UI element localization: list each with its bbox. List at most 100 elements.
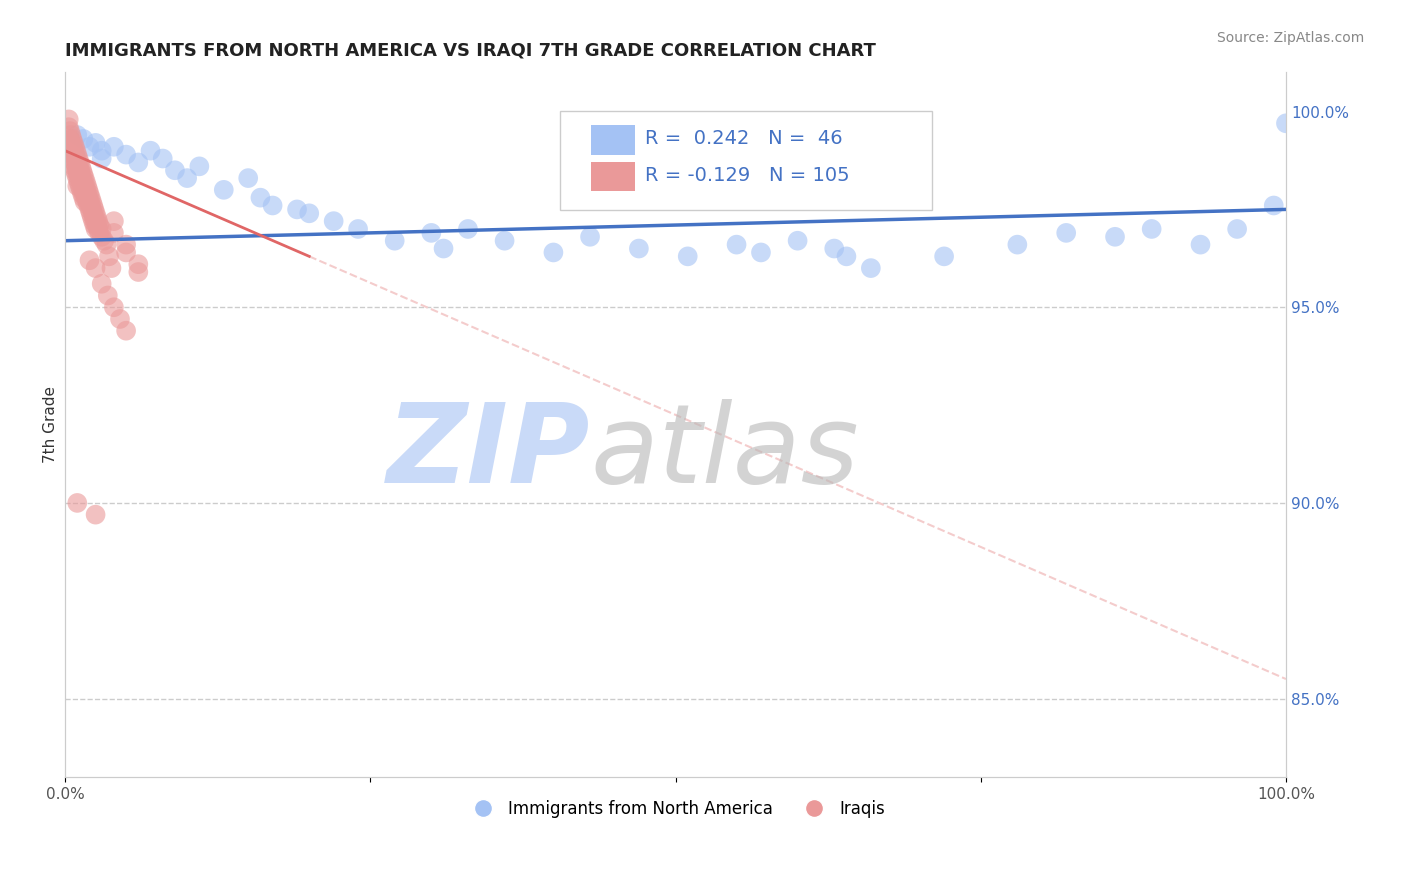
Point [83, 202, 105, 217]
Point [77, 191, 100, 205]
Point [786, 234, 808, 248]
Point [90, 222, 112, 236]
Point [262, 198, 284, 212]
Point [579, 229, 602, 244]
Point [65, 144, 87, 158]
Point [82, 206, 104, 220]
Point [152, 152, 174, 166]
Point [60, 144, 83, 158]
Point [69, 178, 91, 193]
Text: IMMIGRANTS FROM NORTH AMERICA VS IRAQI 7TH GRADE CORRELATION CHART: IMMIGRANTS FROM NORTH AMERICA VS IRAQI 7… [65, 42, 876, 60]
Point [69, 171, 91, 186]
Point [285, 202, 308, 217]
Point [84, 206, 107, 220]
Point [97, 288, 120, 302]
Point [63, 140, 86, 154]
Point [89, 226, 111, 240]
Point [65, 159, 87, 173]
Point [62, 144, 84, 158]
Point [457, 222, 479, 236]
Point [115, 237, 138, 252]
Point [86, 211, 108, 225]
Point [79, 140, 101, 154]
Point [73, 194, 96, 209]
Point [83, 218, 105, 232]
Point [249, 191, 271, 205]
Point [859, 261, 882, 276]
Point [79, 186, 101, 201]
Point [76, 194, 98, 209]
Point [432, 242, 454, 256]
Point [58, 120, 80, 135]
Point [69, 163, 91, 178]
Point [82, 214, 104, 228]
Point [80, 202, 103, 217]
Point [932, 249, 955, 263]
Point [67, 167, 90, 181]
Point [1275, 116, 1298, 130]
Point [60, 128, 83, 142]
Point [1263, 198, 1285, 212]
Point [749, 245, 772, 260]
Point [212, 183, 235, 197]
Point [80, 206, 103, 220]
Point [84, 261, 107, 276]
Point [627, 242, 650, 256]
Point [72, 167, 94, 181]
Point [322, 214, 344, 228]
Point [100, 261, 122, 276]
Point [188, 159, 211, 173]
Point [1226, 222, 1249, 236]
Point [72, 191, 94, 205]
Point [73, 186, 96, 201]
Point [163, 163, 186, 178]
Point [139, 144, 162, 158]
Point [127, 265, 149, 279]
Text: R =  0.242   N =  46: R = 0.242 N = 46 [645, 129, 842, 148]
Point [67, 152, 90, 166]
Point [70, 183, 93, 197]
Point [90, 144, 112, 158]
Point [543, 245, 565, 260]
Point [70, 178, 93, 193]
Text: atlas: atlas [591, 400, 859, 507]
Point [80, 194, 103, 209]
Point [108, 312, 131, 326]
Point [103, 226, 125, 240]
Point [84, 222, 107, 236]
Point [84, 214, 107, 228]
Point [72, 183, 94, 197]
Text: ZIP: ZIP [387, 400, 591, 507]
Point [82, 198, 104, 212]
Point [58, 112, 80, 127]
Point [1140, 222, 1163, 236]
Point [66, 496, 89, 510]
Point [823, 242, 845, 256]
FancyBboxPatch shape [560, 112, 932, 210]
Point [77, 183, 100, 197]
Point [62, 159, 84, 173]
Point [80, 191, 103, 205]
Point [93, 234, 115, 248]
Point [66, 147, 89, 161]
Point [89, 218, 111, 232]
Point [347, 222, 370, 236]
Point [86, 218, 108, 232]
Point [65, 152, 87, 166]
Point [59, 124, 82, 138]
Point [67, 175, 90, 189]
Point [73, 178, 96, 193]
Point [835, 249, 858, 263]
Point [1054, 226, 1077, 240]
Point [79, 194, 101, 209]
Point [676, 249, 699, 263]
Point [75, 183, 97, 197]
Point [66, 163, 89, 178]
Point [115, 147, 138, 161]
Point [62, 136, 84, 150]
Point [80, 198, 103, 212]
Point [60, 132, 83, 146]
Point [87, 214, 110, 228]
Point [115, 324, 138, 338]
Point [115, 245, 138, 260]
